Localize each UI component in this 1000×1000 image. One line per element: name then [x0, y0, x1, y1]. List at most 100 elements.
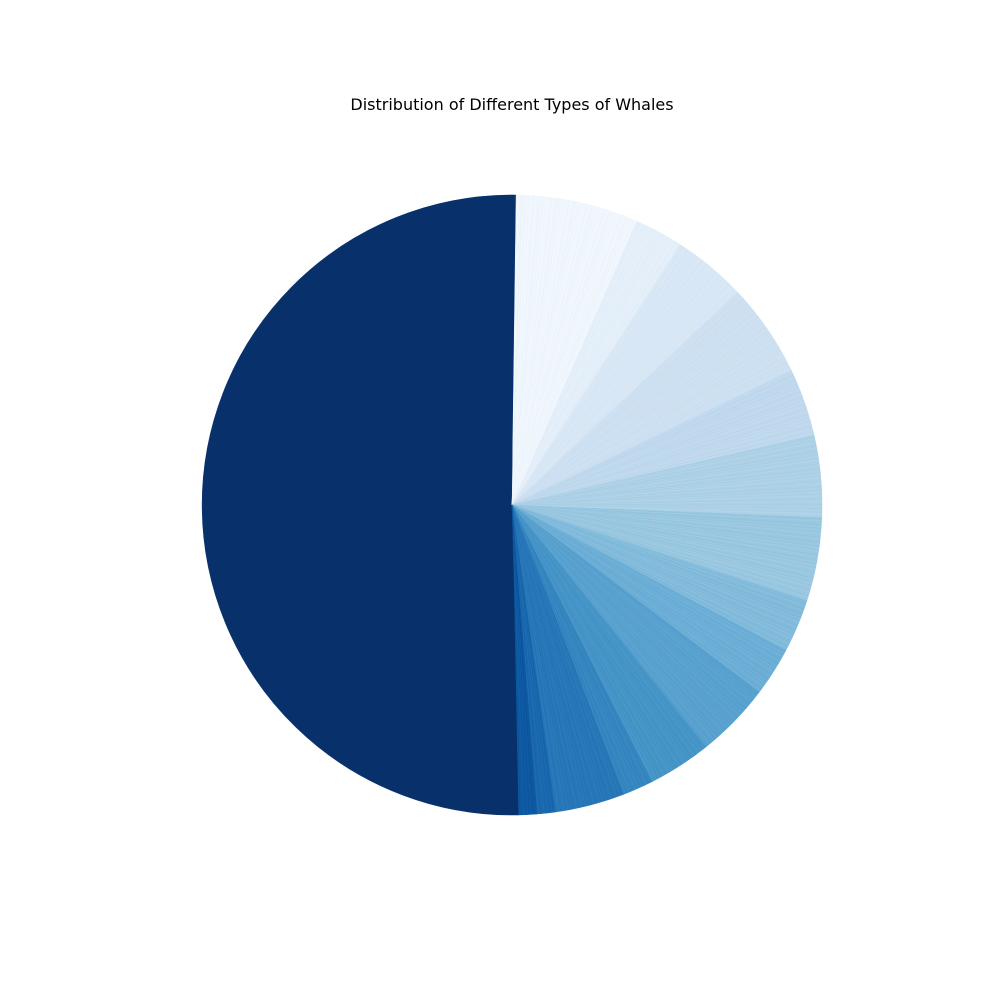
pie-wedge-line [511, 296, 742, 506]
pie-wedge-line [511, 398, 804, 506]
pie-wedge-line [511, 232, 660, 506]
pie-wedge-line [511, 311, 755, 506]
pie-wedge-line [511, 272, 717, 506]
pie-wedge-line [511, 504, 801, 620]
pie-wedge-line [511, 245, 683, 506]
pie-wedge-line [511, 504, 797, 630]
pie-wedge-line [511, 504, 715, 741]
pie-wedge-line [511, 196, 542, 506]
pie-wedge-line [511, 504, 817, 567]
pie-wedge-line [511, 493, 822, 506]
pie-wedge-line [511, 284, 731, 506]
pie-wedge-line [511, 504, 579, 808]
pie-wedge-line [511, 504, 530, 815]
pie-wedge-line [511, 504, 752, 703]
pie-wedge-line [511, 504, 673, 771]
pie-wedge-line [511, 504, 745, 711]
pie-wedge-line [511, 504, 813, 581]
pie-wedge-line [511, 504, 821, 540]
pie-wedge-line [511, 197, 551, 506]
pie-wedge-line [511, 472, 821, 506]
pie-wedge-line [511, 279, 726, 506]
pie-wedge-line [511, 196, 540, 506]
pie-wedge-line [511, 206, 597, 506]
pie-wedge-line [511, 504, 819, 552]
pie-wedge-line [511, 504, 792, 640]
pie-wedge-line [511, 199, 564, 506]
pie-wedge-line [511, 456, 819, 506]
pie-wedge-line [511, 255, 696, 506]
pie-wedge-line [511, 504, 592, 805]
pie-wedge-line [511, 504, 822, 524]
pie-wedge-line [511, 504, 595, 804]
pie-wedge-line [511, 360, 787, 506]
pie-wedge-line [511, 249, 689, 506]
pie-wedge-line [511, 225, 647, 506]
pie-wedge-line [511, 504, 588, 806]
pie-wedge-line [511, 504, 701, 752]
pie-wedge-line [511, 362, 788, 506]
pie-wedge-line [511, 497, 822, 506]
pie-wedge-line [511, 218, 631, 506]
pie-wedge-line [511, 504, 634, 791]
pie-wedge-line [511, 322, 764, 506]
pie-wedge-line [511, 201, 578, 506]
pie-wedge-line [511, 213, 619, 506]
pie-wedge-line [511, 504, 790, 645]
pie-wedge-line [511, 504, 670, 773]
pie-wedge-line [511, 253, 695, 506]
pie-wedge-line [511, 246, 684, 506]
pie-wedge-line [511, 504, 774, 673]
pie-wedge-line [511, 504, 822, 516]
pie-wedge-line [511, 324, 765, 506]
pie-wedge-line [511, 440, 816, 506]
pie-wedge-line [511, 504, 816, 570]
pie-wedge-line [511, 195, 519, 506]
pie-wedge-line [511, 504, 609, 800]
pie-wedge-line [511, 504, 755, 699]
pie-wedge-line [511, 198, 558, 506]
pie-wedge-line [511, 199, 567, 506]
pie-wedge-line [511, 504, 817, 563]
pie-wedge-line [511, 195, 524, 506]
pie-wedge-line [511, 504, 622, 796]
pie-wedge-line [511, 309, 754, 506]
pie-wedge-line [511, 316, 759, 506]
pie-wedge-line [511, 281, 728, 506]
pie-wedge-line [511, 482, 822, 506]
pie-wedge-line [511, 402, 805, 506]
pie-wedge-line [511, 200, 571, 506]
pie-wedge-line [511, 268, 713, 506]
pie-wedge-line [511, 504, 742, 715]
pie-wedge-line [511, 243, 680, 506]
pie-wedge-line [511, 504, 659, 779]
pie-wedge-line [511, 504, 668, 774]
pie-wedge-line [511, 504, 692, 758]
pie-wedge-line [511, 251, 692, 506]
pie-wedge-line [511, 504, 819, 551]
pie-wedge-line [511, 504, 694, 757]
pie-wedge-line [511, 504, 598, 803]
pie-wedge-line [511, 504, 590, 806]
pie-wedge-line [511, 260, 703, 506]
pie-wedge-line [511, 504, 812, 588]
pie-wedge-line [511, 490, 822, 506]
pie-wedge-line [511, 504, 799, 623]
pie-wedge-line [511, 504, 680, 766]
pie-wedge-line [511, 504, 822, 511]
pie-wedge-line [511, 504, 662, 777]
pie-wedge-line [511, 238, 671, 506]
pie-wedge-line [511, 241, 677, 506]
pie-wedge-line [511, 436, 815, 506]
pie-wedge-line [511, 447, 817, 506]
pie-wedge-line [511, 504, 585, 807]
pie-wedge-line [511, 504, 819, 554]
pie-wedge-line [511, 504, 818, 558]
pie-wedge-line [511, 301, 747, 506]
pie-wedge-line [511, 200, 569, 506]
pie-wedge-line [511, 504, 750, 705]
pie-wedge-line [511, 504, 558, 812]
pie-wedge-line [511, 227, 652, 506]
pie-wedge-line [511, 504, 800, 622]
pie-wedge-line [511, 504, 798, 627]
